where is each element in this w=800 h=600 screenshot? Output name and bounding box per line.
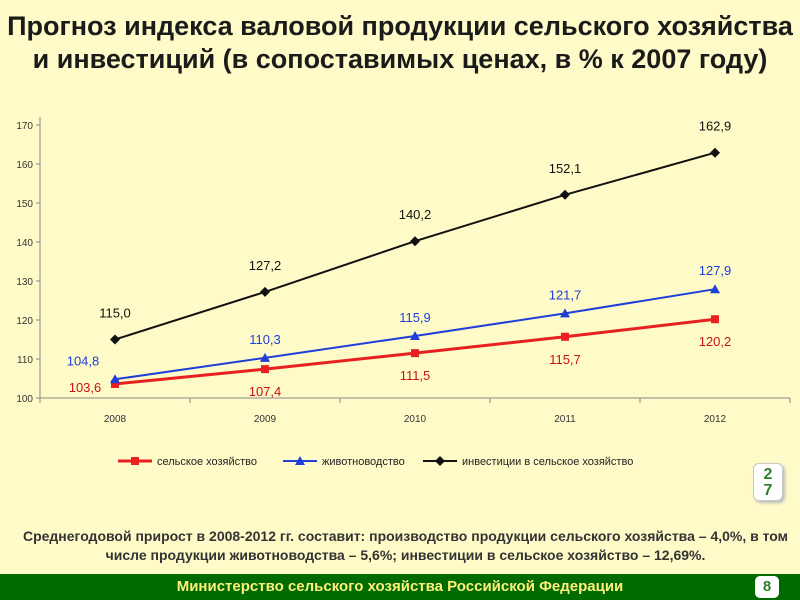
series-2-data-label: 115,9: [399, 310, 431, 325]
series-1-data-label: 107,4: [249, 384, 282, 399]
page-title: Прогноз индекса валовой продукции сельск…: [0, 10, 800, 76]
series-1-data-label: 120,2: [699, 334, 732, 349]
series-2-point: [710, 284, 720, 294]
series-1-point: [561, 332, 569, 341]
badge-line-2: 7: [763, 482, 773, 499]
y-tick-label: 150: [16, 199, 33, 210]
title-line-2: и инвестиций (в сопоставимых ценах, в % …: [32, 44, 768, 74]
series-3-data-label: 162,9: [699, 119, 732, 134]
series-3-data-label: 140,2: [399, 207, 432, 222]
series-1-data-label: 111,5: [400, 368, 431, 383]
x-tick-label: 2011: [554, 414, 576, 425]
summary-note: Среднегодовой прирост в 2008-2012 гг. со…: [22, 528, 789, 563]
legend-label-3: инвестиции в сельское хозяйство: [462, 456, 633, 468]
x-tick-label: 2012: [704, 414, 727, 425]
badge-line-1: 2: [763, 466, 773, 483]
series-2-data-label: 104,8: [67, 353, 100, 368]
legend-marker-2: [295, 456, 305, 465]
legend-marker-1: [131, 457, 139, 465]
x-tick-label: 2010: [404, 414, 427, 425]
legend-label-2: животноводство: [322, 456, 405, 468]
series-2-point: [410, 330, 420, 340]
y-tick-label: 110: [17, 355, 33, 366]
series-3-data-label: 115,0: [99, 306, 131, 321]
legend-marker-3: [435, 456, 445, 466]
slide-badge: 2 7: [753, 463, 783, 501]
y-tick-label: 100: [16, 394, 33, 405]
series-1-data-label: 115,7: [549, 352, 581, 367]
series-2-data-label: 110,3: [249, 332, 281, 347]
series-1-point: [111, 379, 119, 388]
series-3-point: [110, 334, 120, 345]
title-line-1: Прогноз индекса валовой продукции сельск…: [7, 11, 793, 41]
series-3-point: [710, 147, 720, 158]
legend-label-1: сельское хозяйство: [157, 456, 257, 468]
series-3-point: [410, 236, 420, 247]
series-2-point: [560, 308, 570, 318]
line-chart: 100 110 120 130 140 150 160 170 2008 2009 2010 2011…: [16, 117, 791, 468]
series-2-point: [260, 352, 270, 362]
y-tick-label: 130: [16, 277, 33, 288]
series-2-data-label: 127,9: [699, 263, 732, 278]
x-tick-label: 2008: [104, 414, 127, 425]
series-3-point: [260, 286, 270, 297]
series-1-data-label: 103,6: [69, 380, 102, 395]
series-3-data-label: 152,1: [549, 161, 582, 176]
series-1-point: [711, 315, 719, 324]
series-3-point: [560, 189, 570, 200]
series-2-data-label: 121,7: [549, 287, 582, 302]
footer-bar: Министерство сельского хозяйства Российс…: [0, 574, 800, 600]
series-1-point: [261, 365, 269, 374]
y-tick-label: 120: [16, 316, 33, 327]
y-tick-label: 140: [16, 238, 33, 249]
y-tick-label: 170: [16, 121, 33, 132]
series-2-point: [110, 374, 120, 384]
x-tick-label: 2009: [254, 414, 277, 425]
y-tick-label: 160: [16, 160, 33, 171]
page-number: 8: [755, 576, 779, 598]
footer-text: Министерство сельского хозяйства Российс…: [176, 578, 624, 595]
series-3-data-label: 127,2: [249, 258, 282, 273]
series-1-point: [411, 349, 419, 358]
